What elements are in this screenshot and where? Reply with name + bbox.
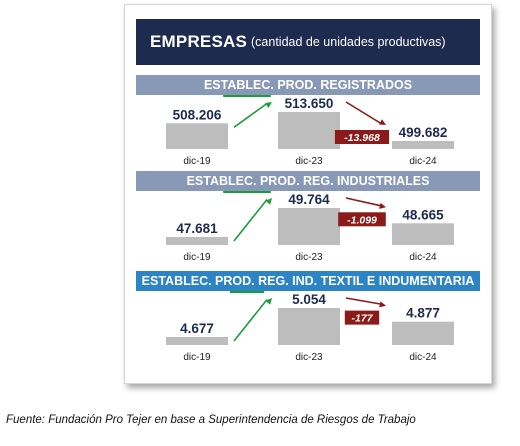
bar [392,321,454,345]
panel-title: ESTABLEC. PROD. REG. INDUSTRIALES [136,171,480,191]
value-label: 499.682 [399,125,448,140]
change-badge [334,130,390,144]
panel-title: ESTABLEC. PROD. REG. IND. TEXTIL E INDUM… [136,271,480,291]
value-label: 508.206 [173,107,222,122]
bar [392,141,454,149]
bar [278,308,340,345]
arrow-head [379,301,386,308]
arrow-head [379,119,386,125]
header-subtitle: (cantidad de unidades productivas) [251,35,446,49]
category-label: dic-23 [295,156,323,167]
category-label: dic-19 [183,352,211,363]
change-label: -177 [351,313,373,325]
category-label: dic-19 [183,252,211,263]
change-badge [229,291,265,293]
change-badge [223,191,271,193]
bar [278,208,340,245]
chart-card: EMPRESAS (cantidad de unidades productiv… [124,4,492,384]
value-label: 5.054 [292,292,326,307]
bar-chart-industriales: 47.681 dic-19 49.764 dic-23 48.665 dic-24 +2.0… [166,191,454,263]
change-arrow [345,101,382,125]
change-label: +377 [235,291,260,293]
panel-title: ESTABLEC. PROD. REGISTRADOS [136,75,480,95]
category-label: dic-23 [295,352,323,363]
arrow-head [265,298,272,305]
change-arrow [345,297,382,305]
change-arrow [345,197,382,207]
value-label: 513.650 [285,96,334,111]
panel-registrados: ESTABLEC. PROD. REGISTRADOS 508.206 dic-1… [136,75,480,169]
bar [166,123,228,149]
category-label: dic-23 [295,252,323,263]
change-badge [344,310,380,325]
change-arrow [233,102,268,128]
arrow-head [379,202,386,209]
change-label: +5.444 [231,95,264,97]
chart-header: EMPRESAS (cantidad de unidades productiv… [136,19,480,65]
bar-chart-registrados: 508.206 dic-19 513.650 dic-23 499.682 dic-24 +… [166,95,454,167]
category-label: dic-24 [409,352,437,363]
panel-textil: ESTABLEC. PROD. REG. IND. TEXTIL E INDUM… [136,271,480,365]
header-title: EMPRESAS [150,32,248,51]
arrow-head [265,198,272,205]
category-label: dic-19 [183,156,211,167]
value-label: 4.877 [406,306,440,321]
bar [392,223,454,245]
change-label: -13.968 [344,132,380,144]
change-arrow [233,299,268,342]
bar [278,112,340,149]
arrow-head [265,102,272,109]
source-footnote: Fuente: Fundación Pro Tejer en base a Su… [6,414,416,426]
change-arrow [233,199,268,242]
value-label: 49.764 [288,192,330,207]
value-label: 4.677 [180,321,214,336]
category-label: dic-24 [409,252,437,263]
panel-industriales: ESTABLEC. PROD. REG. INDUSTRIALES 47.681… [136,171,480,265]
change-label: -1.099 [347,214,377,226]
change-badge [338,212,386,227]
change-label: +2.083 [231,191,264,193]
value-label: 47.681 [176,221,218,236]
bar [166,237,228,245]
category-label: dic-24 [409,156,437,167]
bar-chart-textil: 4.677 dic-19 5.054 dic-23 4.877 dic-24 +377 -17… [166,291,454,363]
bar [166,337,228,345]
change-badge [223,95,271,97]
value-label: 48.665 [402,207,444,222]
